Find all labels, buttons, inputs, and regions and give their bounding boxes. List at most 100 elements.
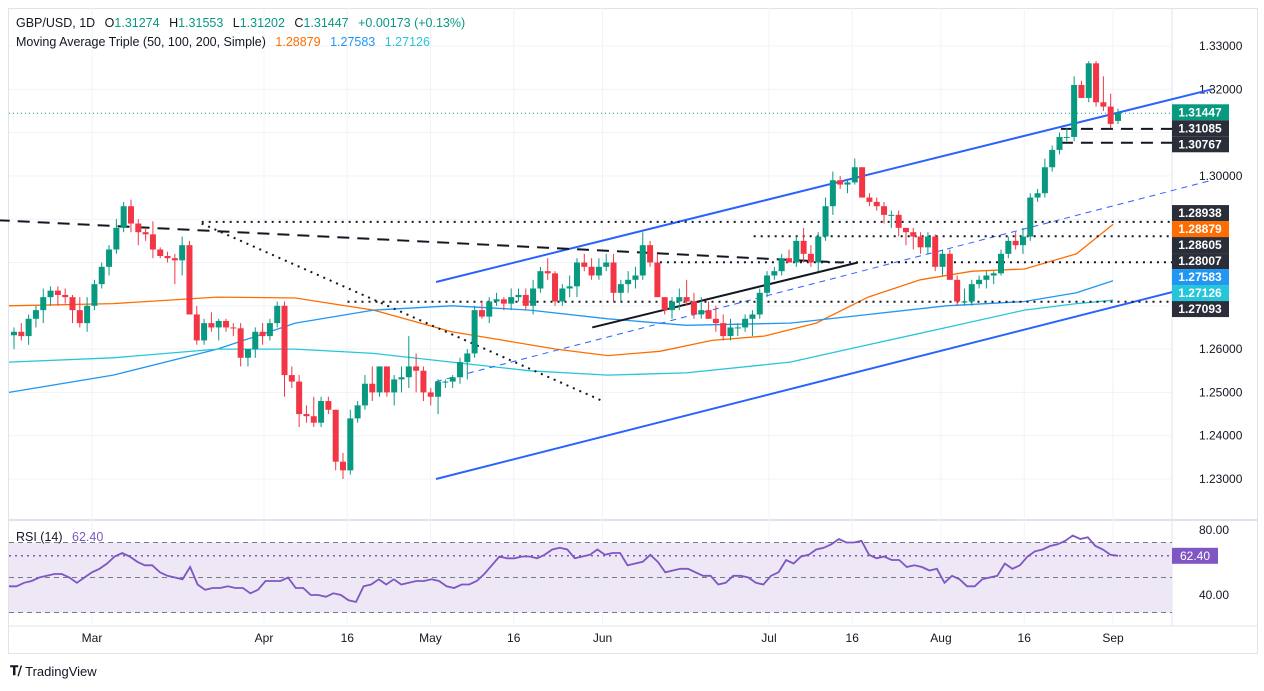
price-label-level: 1.28007 [1172,253,1229,270]
candle-body [946,253,953,280]
candle [910,227,917,250]
candle-body [566,286,573,289]
candle-body [164,256,171,259]
candle-body [54,290,61,295]
candle [508,288,515,311]
candle [25,314,32,345]
candle-body [822,206,829,237]
candle-body [391,379,398,393]
candle [932,234,939,272]
candle [712,305,719,332]
candle [91,279,98,311]
candle-body [617,284,624,293]
candle [1085,61,1092,103]
candle-body [844,182,851,185]
candle-body [961,301,968,303]
candle-body [347,418,354,471]
rsi-tick-label: 40.00 [1199,588,1229,602]
candle [288,366,295,389]
candle [303,405,310,423]
ma-legend: Moving Average Triple (50, 100, 200, Sim… [16,35,436,49]
candle-body [705,310,712,319]
price-label-text: 1.27093 [1178,302,1222,316]
candle-body [888,214,895,216]
candle-body [84,305,91,324]
candle-body [983,275,990,280]
candle-body [427,392,434,397]
time-tick-label: 16 [507,631,521,645]
candle [749,310,756,337]
candle-body [639,245,646,276]
candle-body [917,236,924,248]
candle-body [1078,84,1085,98]
candle-body [932,236,939,267]
drawing-channel-upper [435,88,1213,283]
candle-body [413,366,420,371]
candle [734,323,741,337]
candles [11,61,1121,479]
candle [588,258,595,280]
candle [683,279,690,306]
candle [1027,193,1034,241]
tradingview-logo[interactable]: 𝐓∕ TradingView [10,664,97,679]
candle-body [98,266,105,285]
tradingview-name: TradingView [25,664,97,679]
candle [340,453,347,479]
candle [1034,188,1041,202]
candle-body [186,245,193,315]
candle [617,279,624,302]
candle [917,232,924,254]
candle-body [990,273,997,276]
candle-body [471,310,478,354]
candle-body [500,299,507,304]
candle-body [588,266,595,276]
candle [705,301,712,319]
candle [354,401,361,423]
candle-body [398,377,405,380]
candle [435,379,442,415]
low-label: L [232,16,240,30]
candle [559,284,566,306]
drawing-channel-lower [435,281,1213,480]
candle-body [676,297,683,302]
candle [764,271,771,298]
candle-body [281,305,288,376]
candle [676,288,683,311]
candle [244,349,251,367]
candle-body [851,167,858,183]
candle-body [91,284,98,306]
rsi-line [9,534,1119,604]
time-tick-label: 16 [1018,631,1032,645]
candle-body [559,288,566,302]
candle [625,271,632,293]
rsi-tick-label: 80.00 [1199,523,1229,537]
candle-body [208,323,215,328]
rsi-value: 62.40 [72,530,104,544]
low-value: L1.31202 [233,16,285,30]
ma-title: Moving Average Triple (50, 100, 200, Sim… [16,35,266,49]
candle-body [223,320,230,328]
candle-body [135,223,142,233]
candle [40,288,47,324]
candle-body [62,294,69,298]
price-label-bg [1172,253,1229,270]
candle-body [778,258,785,272]
price-tick-label: 1.23000 [1199,472,1243,486]
candle [661,297,668,315]
candle [325,396,332,415]
candle [106,245,113,276]
candle [398,366,405,393]
candle-body [866,197,873,202]
candle [215,318,222,341]
candle [442,379,449,389]
candle [998,249,1005,276]
price-tick-label: 1.33000 [1199,39,1243,53]
candle-body [435,381,442,397]
symbol-legend: GBP/USD, 1D O1.31274 H1.31553 L1.31202 C… [16,16,471,30]
candle-body [690,301,697,315]
candle-body [405,366,412,378]
candle [456,357,463,384]
candle [698,297,705,319]
candle-body [837,180,844,185]
